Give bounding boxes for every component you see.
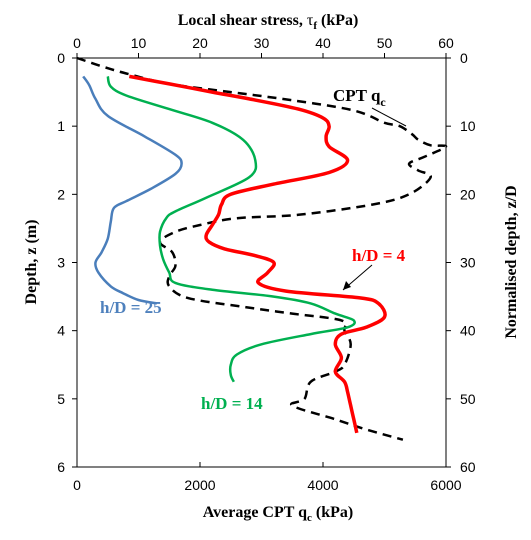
top-tick-label: 60 [438, 35, 454, 51]
left-axis-ticks: 0 1 2 3 4 5 6 [57, 50, 77, 475]
bottom-tick-label: 6000 [430, 477, 461, 493]
left-axis-title: Depth, z (m) [23, 220, 40, 305]
cpt-qc-arrow [371, 107, 407, 127]
left-tick-label: 5 [57, 391, 65, 407]
left-tick-label: 6 [57, 459, 65, 475]
right-axis-ticks: 0 10 20 30 40 50 60 [446, 50, 476, 475]
bottom-tick-label: 0 [73, 477, 81, 493]
left-tick-label: 1 [57, 118, 65, 134]
series-group [76, 56, 448, 441]
series-line-h-d-25 [82, 75, 183, 305]
left-tick-label: 4 [57, 323, 65, 339]
hd4-label: h/D = 4 [352, 246, 406, 265]
series-line-h-d-14 [106, 76, 356, 383]
right-tick-label: 40 [460, 323, 476, 339]
hd14-label: h/D = 14 [201, 394, 263, 413]
right-tick-label: 30 [460, 255, 476, 271]
top-tick-label: 10 [131, 35, 147, 51]
series-line-h-d-4 [128, 74, 387, 434]
bottom-tick-label: 4000 [307, 477, 338, 493]
left-tick-label: 0 [57, 50, 65, 66]
left-tick-label: 3 [57, 255, 65, 271]
top-tick-label: 50 [377, 35, 393, 51]
right-axis-title: Normalised depth, z/D [503, 185, 520, 338]
right-tick-label: 0 [460, 50, 468, 66]
top-axis-ticks: 0 10 20 30 40 50 60 [73, 35, 454, 58]
cpt-qc-label: CPT qc [333, 86, 386, 109]
bottom-axis-title: Average CPT qc (kPa) [203, 504, 354, 524]
right-tick-label: 10 [460, 118, 476, 134]
left-tick-label: 2 [57, 186, 65, 202]
hd25-label: h/D = 25 [100, 298, 162, 317]
top-tick-label: 20 [192, 35, 208, 51]
top-tick-label: 0 [73, 35, 81, 51]
right-tick-label: 60 [460, 459, 476, 475]
hd4-arrowhead [343, 281, 351, 290]
right-tick-label: 20 [460, 186, 476, 202]
top-tick-label: 30 [254, 35, 270, 51]
bottom-tick-label: 2000 [184, 477, 215, 493]
bottom-axis-ticks: 0 2000 4000 6000 [73, 462, 462, 493]
top-tick-label: 40 [315, 35, 331, 51]
right-tick-label: 50 [460, 391, 476, 407]
top-axis-title: Local shear stress, τf (kPa) [178, 12, 359, 32]
